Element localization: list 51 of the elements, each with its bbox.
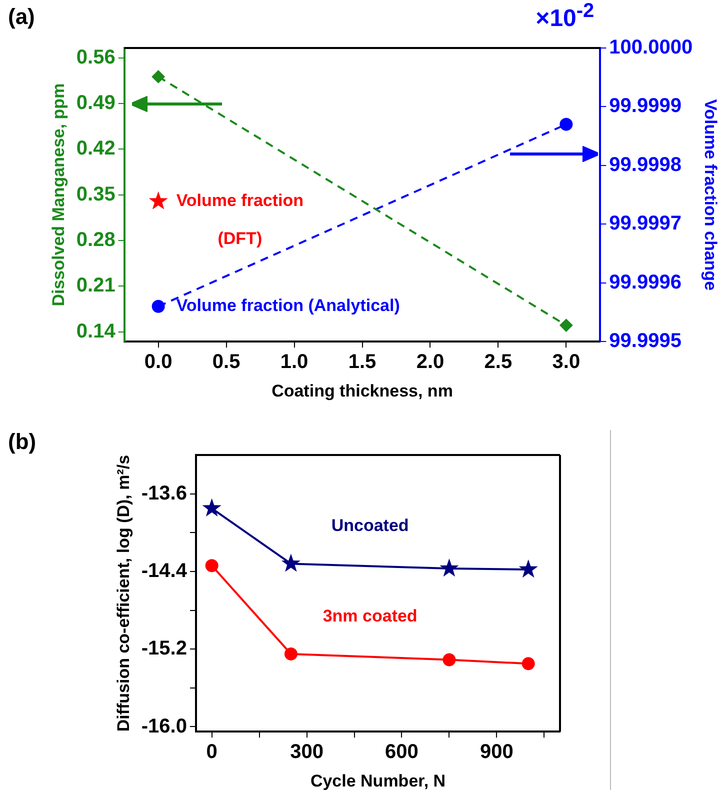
y2-tick-label: 99.9997 — [609, 212, 682, 235]
y-axis-title: Dissolved Manganese, ppm — [48, 83, 68, 306]
x-axis-title: Cycle Number, N — [310, 771, 446, 790]
x-tick-label: 900 — [480, 741, 514, 764]
x-tick-label: 0 — [206, 741, 218, 764]
point — [205, 559, 218, 572]
series-label: Uncoated — [331, 516, 409, 535]
point — [560, 318, 573, 332]
x-tick-label: 0.0 — [144, 351, 172, 374]
y-tick-label: -14.4 — [141, 560, 188, 582]
series-label: Volume fraction (DFT) — [176, 191, 304, 248]
y2-tick-label: 99.9999 — [609, 95, 682, 118]
y-tick-label: 0.21 — [76, 274, 116, 297]
y-tick-label: -15.2 — [141, 638, 187, 660]
x-tick-label: 2.0 — [416, 351, 444, 374]
series-label: 3nm coated — [322, 606, 418, 626]
x-tick-label: 2.5 — [484, 351, 512, 374]
y-tick-label: 0.42 — [76, 138, 116, 160]
series-label: Volume fraction (Analytical) — [176, 296, 400, 316]
y-tick-label: 0.56 — [76, 46, 116, 68]
y-tick-label: 0.14 — [76, 320, 116, 342]
x-tick-label: 0.5 — [212, 351, 240, 374]
y2-tick-label: 99.9998 — [609, 154, 682, 176]
y-axis-title: Diffusion co-efficient, log (D), m²/s — [114, 454, 133, 732]
point — [518, 560, 538, 578]
x-axis-title: Coating thickness, nm — [272, 381, 453, 400]
point — [281, 554, 300, 572]
y-tick-label: -13.6 — [141, 482, 187, 504]
y-tick-label: -16.0 — [141, 715, 187, 738]
text: (b) — [8, 429, 36, 455]
y-tick-label: 0.28 — [76, 228, 116, 251]
x-tick-label: 3.0 — [552, 351, 580, 374]
text: (a) — [8, 4, 35, 30]
point — [152, 70, 165, 84]
point — [440, 558, 459, 577]
point — [202, 498, 222, 516]
point — [148, 191, 168, 210]
text: ×10$^{-2}$ — [536, 0, 594, 33]
x-tick-label: 1.0 — [280, 351, 308, 374]
y2-tick-label: 100.0000 — [609, 36, 693, 59]
x-tick-label: 1.5 — [348, 351, 376, 374]
y2-axis-title: Volume fraction change — [701, 99, 720, 291]
x-tick-label: 600 — [385, 741, 418, 764]
y2-tick-label: 99.9996 — [609, 271, 682, 294]
x-tick-label: 300 — [290, 741, 324, 764]
y-tick-label: 0.35 — [76, 183, 116, 206]
point — [284, 647, 298, 660]
point — [522, 657, 535, 670]
y2-tick-label: 99.9995 — [609, 330, 682, 352]
point — [442, 653, 456, 666]
y-tick-label: 0.49 — [76, 92, 116, 114]
